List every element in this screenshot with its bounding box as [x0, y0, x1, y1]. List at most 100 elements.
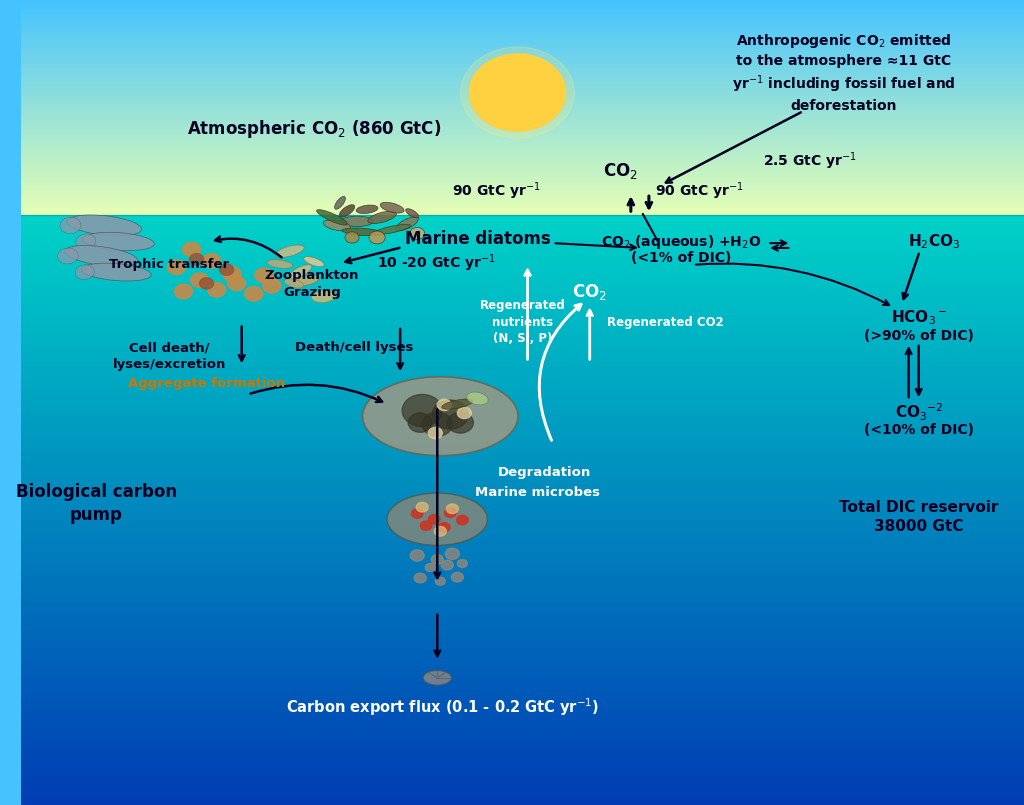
- Ellipse shape: [380, 202, 404, 213]
- Circle shape: [190, 273, 209, 287]
- Circle shape: [245, 287, 263, 301]
- Text: 2.5 GtC yr$^{-1}$: 2.5 GtC yr$^{-1}$: [763, 151, 857, 171]
- Ellipse shape: [410, 227, 425, 240]
- Circle shape: [168, 260, 185, 275]
- Text: Anthropogenic CO$_2$ emitted
to the atmosphere ≈11 GtC
yr$^{-1}$ including fossi: Anthropogenic CO$_2$ emitted to the atmo…: [731, 32, 955, 113]
- Ellipse shape: [441, 399, 473, 409]
- Ellipse shape: [275, 245, 304, 258]
- Text: Total DIC reservoir
38000 GtC: Total DIC reservoir 38000 GtC: [839, 500, 998, 534]
- Ellipse shape: [362, 377, 518, 456]
- Circle shape: [421, 521, 432, 530]
- Circle shape: [416, 502, 428, 512]
- Circle shape: [414, 573, 426, 583]
- Circle shape: [409, 413, 432, 432]
- Circle shape: [411, 550, 424, 561]
- Circle shape: [438, 522, 451, 532]
- Text: Regenerated
nutrients
(N, Si, P): Regenerated nutrients (N, Si, P): [479, 299, 565, 345]
- Text: 90 GtC yr$^{-1}$: 90 GtC yr$^{-1}$: [655, 181, 743, 202]
- Ellipse shape: [339, 204, 354, 217]
- Text: Cell death/
lyses/excretion: Cell death/ lyses/excretion: [113, 341, 226, 370]
- Ellipse shape: [345, 232, 359, 243]
- Text: Marine microbes: Marine microbes: [475, 486, 600, 499]
- Circle shape: [444, 508, 456, 518]
- Ellipse shape: [82, 233, 155, 250]
- Circle shape: [457, 515, 468, 525]
- Circle shape: [425, 564, 435, 572]
- Ellipse shape: [65, 246, 138, 266]
- Circle shape: [227, 276, 246, 291]
- Circle shape: [222, 266, 241, 281]
- Text: CO$_3$$^{-2}$: CO$_3$$^{-2}$: [895, 402, 943, 423]
- Ellipse shape: [311, 290, 336, 303]
- Text: Marine diatoms: Marine diatoms: [404, 230, 550, 248]
- Circle shape: [441, 560, 454, 570]
- Circle shape: [263, 279, 281, 293]
- Circle shape: [431, 555, 443, 564]
- Text: Death/cell lyses: Death/cell lyses: [295, 341, 414, 354]
- Ellipse shape: [67, 215, 141, 236]
- Text: (>90% of DIC): (>90% of DIC): [864, 328, 974, 343]
- Circle shape: [446, 504, 459, 514]
- Ellipse shape: [324, 220, 350, 231]
- Circle shape: [458, 407, 471, 419]
- Circle shape: [428, 514, 440, 524]
- Ellipse shape: [396, 217, 419, 231]
- Circle shape: [445, 548, 460, 559]
- Circle shape: [189, 254, 204, 265]
- Text: (<1% of DIC): (<1% of DIC): [631, 250, 731, 265]
- Ellipse shape: [76, 233, 96, 250]
- Text: Trophic transfer: Trophic transfer: [110, 258, 229, 270]
- Ellipse shape: [467, 392, 488, 405]
- Text: Zooplankton
Grazing: Zooplankton Grazing: [265, 270, 359, 299]
- Circle shape: [422, 412, 453, 436]
- Text: CO$_2$: CO$_2$: [603, 162, 638, 181]
- Ellipse shape: [335, 196, 345, 209]
- Text: 90 GtC yr$^{-1}$: 90 GtC yr$^{-1}$: [452, 181, 541, 202]
- Circle shape: [219, 264, 233, 275]
- Text: 10 -20 GtC yr$^{-1}$: 10 -20 GtC yr$^{-1}$: [377, 253, 496, 274]
- Text: HCO$_3$$^-$: HCO$_3$$^-$: [891, 308, 947, 328]
- Ellipse shape: [81, 263, 152, 281]
- Ellipse shape: [387, 493, 487, 546]
- Ellipse shape: [368, 211, 396, 224]
- Circle shape: [447, 412, 473, 433]
- Circle shape: [428, 427, 442, 439]
- Text: Regenerated CO2: Regenerated CO2: [606, 316, 723, 328]
- Ellipse shape: [267, 260, 293, 268]
- Text: Atmospheric CO$_2$ (860 GtC): Atmospheric CO$_2$ (860 GtC): [186, 118, 440, 140]
- Text: (<10% of DIC): (<10% of DIC): [863, 423, 974, 437]
- Circle shape: [203, 254, 220, 268]
- Text: H$_2$CO$_3$: H$_2$CO$_3$: [907, 232, 959, 251]
- Circle shape: [458, 559, 467, 568]
- Circle shape: [469, 54, 565, 131]
- Ellipse shape: [423, 671, 452, 685]
- Circle shape: [412, 509, 423, 518]
- Circle shape: [452, 572, 463, 582]
- Text: Aggregate formation: Aggregate formation: [128, 378, 286, 390]
- Ellipse shape: [369, 231, 385, 244]
- Ellipse shape: [341, 216, 373, 226]
- Ellipse shape: [295, 275, 319, 286]
- Text: Degradation: Degradation: [498, 466, 591, 479]
- Circle shape: [174, 284, 193, 299]
- Ellipse shape: [288, 265, 311, 279]
- Ellipse shape: [60, 217, 81, 233]
- Ellipse shape: [406, 208, 419, 218]
- Text: CO$_2$: CO$_2$: [572, 283, 607, 302]
- Ellipse shape: [75, 265, 94, 279]
- Circle shape: [208, 283, 225, 297]
- Ellipse shape: [374, 225, 411, 234]
- Text: Biological carbon
pump: Biological carbon pump: [15, 483, 177, 523]
- Circle shape: [200, 278, 214, 289]
- Circle shape: [437, 399, 452, 411]
- Circle shape: [435, 577, 445, 585]
- Ellipse shape: [304, 257, 324, 266]
- Ellipse shape: [356, 205, 378, 213]
- Circle shape: [402, 394, 442, 427]
- Ellipse shape: [57, 248, 78, 264]
- Circle shape: [432, 400, 468, 429]
- Circle shape: [182, 242, 201, 257]
- Ellipse shape: [316, 209, 347, 225]
- Text: CO$_2$ (aqueous) +H$_2$O: CO$_2$ (aqueous) +H$_2$O: [601, 233, 761, 250]
- Ellipse shape: [342, 228, 382, 236]
